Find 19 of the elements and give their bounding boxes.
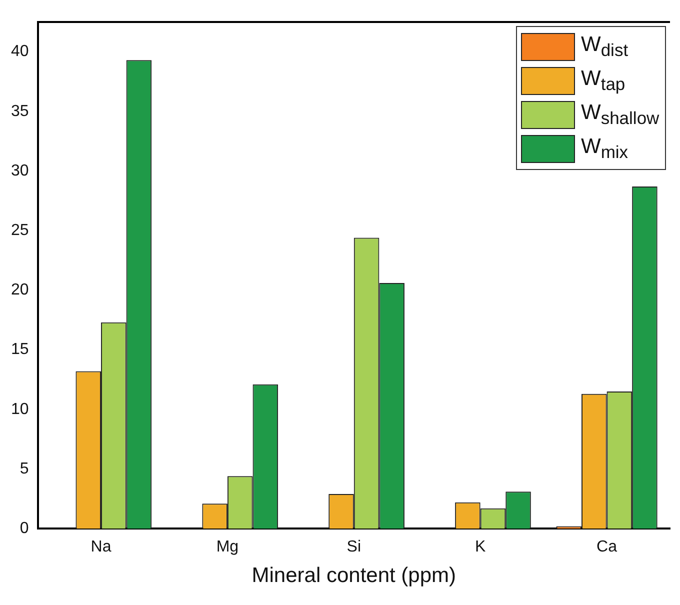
x-tick-label: Mg [216,538,239,556]
x-tick-label: Si [346,538,362,556]
y-tick-label: 35 [11,102,29,120]
legend-label: W$_{tap}$ [581,66,626,96]
y-tick-label: 15 [11,341,29,358]
x-tick-label: Ca [596,538,618,556]
x-axis-title: Mineral content (ppm) [252,564,456,588]
y-tick-label: 0 [20,520,29,538]
legend-label: W$_{dist}$ [581,32,628,62]
y-tick-label: 20 [11,282,29,299]
x-tick-label: K [475,538,486,556]
y-tick-label: 10 [11,400,29,418]
legend-label: W$_{shallow}$ [581,100,660,130]
x-tick-label: Na [90,538,112,556]
y-tick-label: 30 [11,162,29,180]
legend-label: W$_{mix}$ [581,134,628,164]
y-tick-label: 25 [11,222,29,240]
y-tick-label: 40 [11,43,29,60]
y-tick-label: 5 [20,460,29,478]
